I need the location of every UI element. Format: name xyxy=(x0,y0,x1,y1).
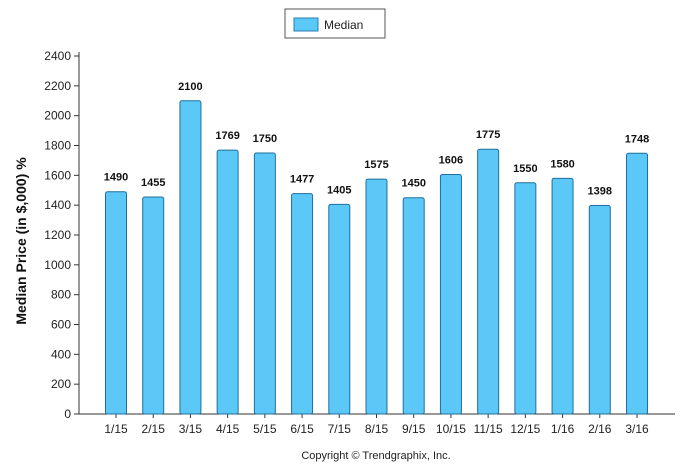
x-tick-label: 5/15 xyxy=(253,422,277,436)
bar xyxy=(514,182,537,415)
bar xyxy=(402,197,425,415)
x-tick-label: 1/15 xyxy=(104,422,128,436)
y-tick-label: 1800 xyxy=(44,139,71,153)
y-axis: 0 200 400 600 800 1000 1200 1400 1600 1800 2000 220… xyxy=(44,49,80,421)
y-tick-label: 200 xyxy=(51,377,71,391)
bar xyxy=(142,196,165,415)
data-label: 1455 xyxy=(141,177,165,189)
y-tick-label: 0 xyxy=(64,407,71,421)
y-tick-label: 600 xyxy=(51,318,71,332)
x-tick-label: 4/15 xyxy=(216,422,240,436)
bars: 1490 1455 2100 1769 1750 1477 1405 1575 1450 1606… xyxy=(104,81,649,415)
bar xyxy=(328,203,351,415)
bar xyxy=(105,191,127,415)
x-tick-label: 11/15 xyxy=(474,422,503,436)
y-tick-label: 400 xyxy=(51,347,71,361)
x-tick-label: 2/15 xyxy=(142,422,166,436)
x-tick-label: 1/16 xyxy=(551,422,575,436)
legend-label: Median xyxy=(324,18,363,32)
x-tick-label: 8/15 xyxy=(365,422,389,436)
x-tick-label: 10/15 xyxy=(436,422,466,436)
data-label: 1580 xyxy=(550,158,574,170)
bar xyxy=(216,149,239,415)
y-tick-label: 1000 xyxy=(44,258,71,272)
x-tick-label: 2/16 xyxy=(588,422,612,436)
y-tick-label: 800 xyxy=(51,288,71,302)
x-tick-label: 9/15 xyxy=(402,422,426,436)
data-label: 1490 xyxy=(104,172,128,184)
bar xyxy=(253,152,276,415)
bar xyxy=(626,152,648,415)
x-tick-label: 3/16 xyxy=(625,422,649,436)
bar xyxy=(365,178,388,415)
bar xyxy=(551,177,574,415)
x-tick-label: 3/15 xyxy=(179,422,203,436)
bar xyxy=(477,148,500,415)
y-tick-label: 1400 xyxy=(44,198,71,212)
y-tick-label: 1600 xyxy=(44,168,71,182)
x-axis: 1/15 2/15 3/15 4/15 5/15 6/15 7/15 8/15 9/15 10/1… xyxy=(79,413,675,436)
data-label: 1748 xyxy=(625,133,649,145)
y-tick-label: 2200 xyxy=(44,79,71,93)
x-tick-label: 7/15 xyxy=(328,422,352,436)
y-tick-label: 2400 xyxy=(44,49,71,63)
bar xyxy=(291,193,314,415)
y-tick-label: 1200 xyxy=(44,228,71,242)
bar xyxy=(588,204,611,415)
data-label: 1775 xyxy=(476,129,500,141)
data-label: 1450 xyxy=(401,178,425,190)
legend: Median xyxy=(284,8,386,39)
data-label: 1769 xyxy=(215,130,239,142)
legend-swatch xyxy=(293,17,319,32)
data-label: 1477 xyxy=(290,174,314,186)
data-label: 1398 xyxy=(588,185,612,197)
data-label: 1606 xyxy=(439,154,463,166)
y-tick-label: 2000 xyxy=(44,109,71,123)
y-axis-label: Median Price (in $,000) % xyxy=(13,157,29,325)
data-label: 1750 xyxy=(253,133,277,145)
copyright-footer: Copyright © Trendgraphix, Inc. xyxy=(301,450,450,462)
x-tick-label: 12/15 xyxy=(510,422,540,436)
data-label: 1575 xyxy=(364,159,388,171)
bar xyxy=(439,173,462,415)
data-label: 2100 xyxy=(178,81,202,93)
bar xyxy=(179,100,202,415)
data-label: 1550 xyxy=(513,163,537,175)
data-label: 1405 xyxy=(327,184,351,196)
x-tick-label: 6/15 xyxy=(290,422,314,436)
